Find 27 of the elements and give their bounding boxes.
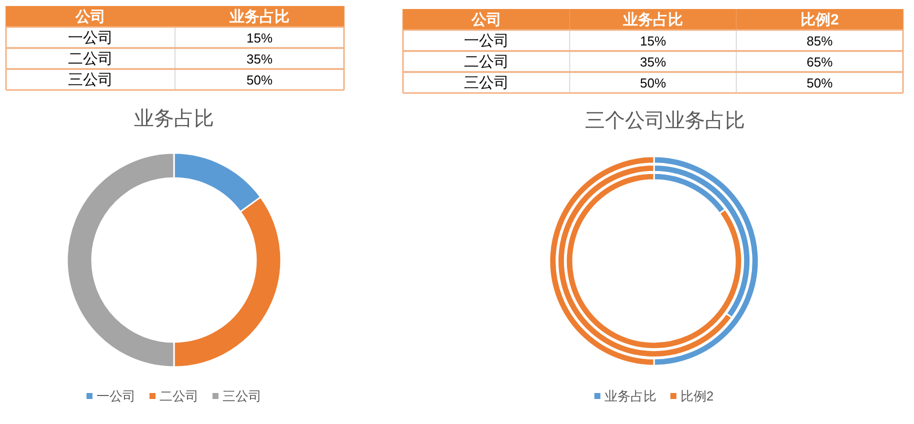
table-cell: 35% xyxy=(570,50,736,73)
table-cell: 35% xyxy=(175,47,344,70)
table-cell: 一公司 xyxy=(403,29,570,52)
header-cell: 业务占比 xyxy=(175,6,344,27)
table-cell: 一公司 xyxy=(6,26,175,49)
legend-label: 一公司 xyxy=(96,388,136,404)
legend-label: 二公司 xyxy=(160,388,198,404)
header-cell: 业务占比 xyxy=(570,9,736,30)
table-cell: 50% xyxy=(175,68,344,91)
header-cell: 公司 xyxy=(6,6,175,27)
header-cell: 比例2 xyxy=(736,9,903,30)
chart-title: 业务占比 xyxy=(134,108,214,130)
legend-label: 业务占比 xyxy=(604,388,656,404)
chart-title: 三个公司业务占比 xyxy=(585,110,745,132)
table-cell: 二公司 xyxy=(403,50,570,73)
table-cell: 15% xyxy=(570,29,736,52)
table-cell: 二公司 xyxy=(6,47,175,70)
table-cell: 65% xyxy=(736,50,903,73)
legend-label: 三公司 xyxy=(222,388,262,404)
legend-label: 比例2 xyxy=(680,388,714,404)
table-cell: 三公司 xyxy=(6,68,175,91)
header-cell: 公司 xyxy=(403,9,570,30)
table-cell: 85% xyxy=(736,29,903,52)
table-cell: 50% xyxy=(570,71,736,94)
table-cell: 三公司 xyxy=(403,71,570,94)
table-cell: 15% xyxy=(175,26,344,49)
table-cell: 50% xyxy=(736,71,903,94)
